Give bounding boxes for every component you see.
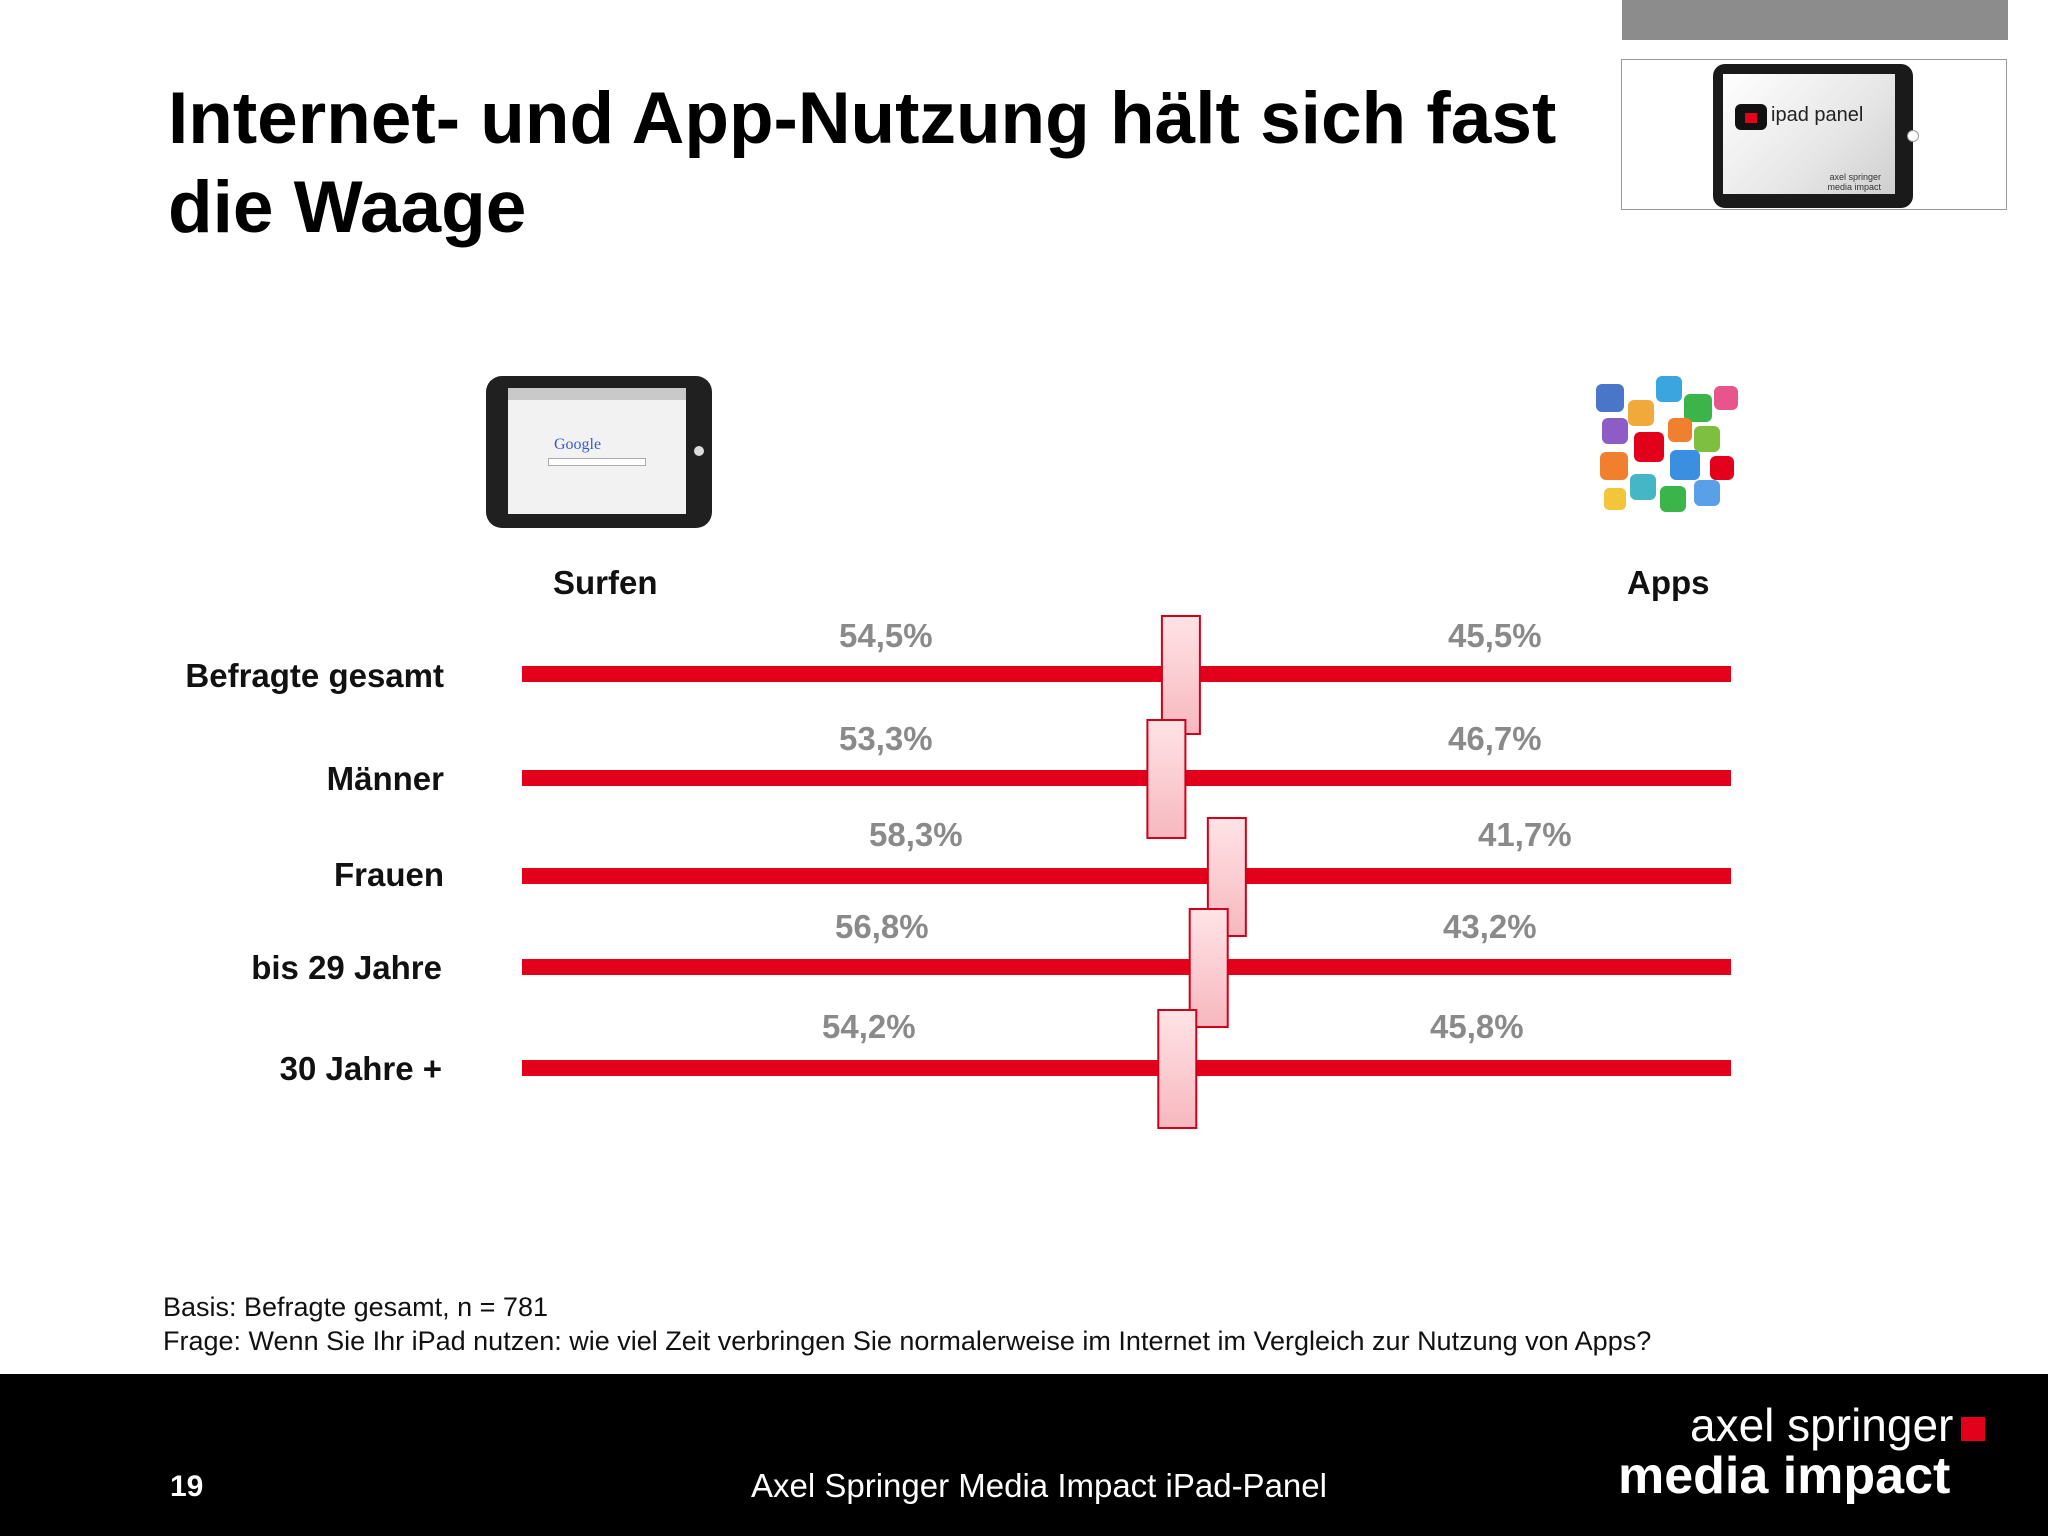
row-label: Frauen xyxy=(333,856,444,893)
app-icons-cluster-icon xyxy=(1596,376,1738,512)
left-column-header: Surfen xyxy=(553,564,658,601)
balance-marker xyxy=(1157,1009,1198,1129)
ipad-panel-logo: ipad panel axel springer media impact xyxy=(1621,59,2007,210)
row-label: bis 29 Jahre xyxy=(251,949,442,986)
right-column-header: Apps xyxy=(1627,564,1710,601)
browser-bar xyxy=(508,388,686,400)
logo-small-brand: axel springer media impact xyxy=(1827,172,1881,192)
logo-small-line1: axel springer xyxy=(1829,172,1881,182)
row-label: Männer xyxy=(326,760,444,797)
apps-value-label: 41,7% xyxy=(1478,816,1572,853)
basis-note: Basis: Befragte gesamt, n = 781 xyxy=(163,1292,548,1322)
question-note: Frage: Wenn Sie Ihr iPad nutzen: wie vie… xyxy=(163,1326,1652,1356)
slide-title: Internet- und App-Nutzung hält sich fast… xyxy=(168,78,1557,248)
balance-bar xyxy=(522,1060,1731,1076)
top-grey-bar xyxy=(1622,0,2008,40)
apps-value-label: 45,5% xyxy=(1448,617,1542,654)
apps-value-label: 43,2% xyxy=(1443,908,1537,945)
speech-bubble-icon xyxy=(1735,104,1767,130)
surfen-value-label: 56,8% xyxy=(835,908,929,945)
tablet-home-button xyxy=(694,446,704,456)
footer-bar xyxy=(0,1374,2048,1536)
apps-value-label: 45,8% xyxy=(1430,1008,1524,1045)
balance-bar xyxy=(522,770,1731,786)
row-label: 30 Jahre + xyxy=(279,1050,442,1087)
surfen-value-label: 54,5% xyxy=(839,617,933,654)
page-number: 19 xyxy=(170,1470,204,1503)
balance-marker xyxy=(1146,719,1187,839)
surfen-value-label: 53,3% xyxy=(839,720,933,757)
apps-value-label: 46,7% xyxy=(1448,720,1542,757)
logo-small-line2: media impact xyxy=(1827,182,1881,192)
search-box-icon xyxy=(548,458,646,466)
brand-line-1: axel springer xyxy=(1690,1398,1986,1452)
balance-bar xyxy=(522,868,1731,884)
tablet-browser-screen: Google xyxy=(508,388,686,514)
balance-marker xyxy=(1160,615,1201,735)
brand-square-icon xyxy=(1961,1417,1986,1441)
balance-bar xyxy=(522,959,1731,975)
logo-home-button xyxy=(1907,130,1919,142)
brand-line-2: media impact xyxy=(1618,1447,1951,1505)
surfen-value-label: 54,2% xyxy=(822,1008,916,1045)
logo-tablet-frame: ipad panel axel springer media impact xyxy=(1713,64,1919,208)
balance-bar xyxy=(522,666,1731,682)
surfen-value-label: 58,3% xyxy=(869,816,963,853)
search-logo-icon: Google xyxy=(554,436,602,453)
footer-title: Axel Springer Media Impact iPad-Panel xyxy=(751,1467,1327,1504)
tablet-browser-icon: Google xyxy=(486,376,712,528)
row-label: Befragte gesamt xyxy=(185,657,444,694)
logo-text: ipad panel xyxy=(1771,104,1864,126)
balance-marker xyxy=(1188,908,1229,1028)
brand-line-1-text: axel springer xyxy=(1690,1399,1954,1451)
logo-tablet-screen: ipad panel axel springer media impact xyxy=(1723,74,1895,194)
